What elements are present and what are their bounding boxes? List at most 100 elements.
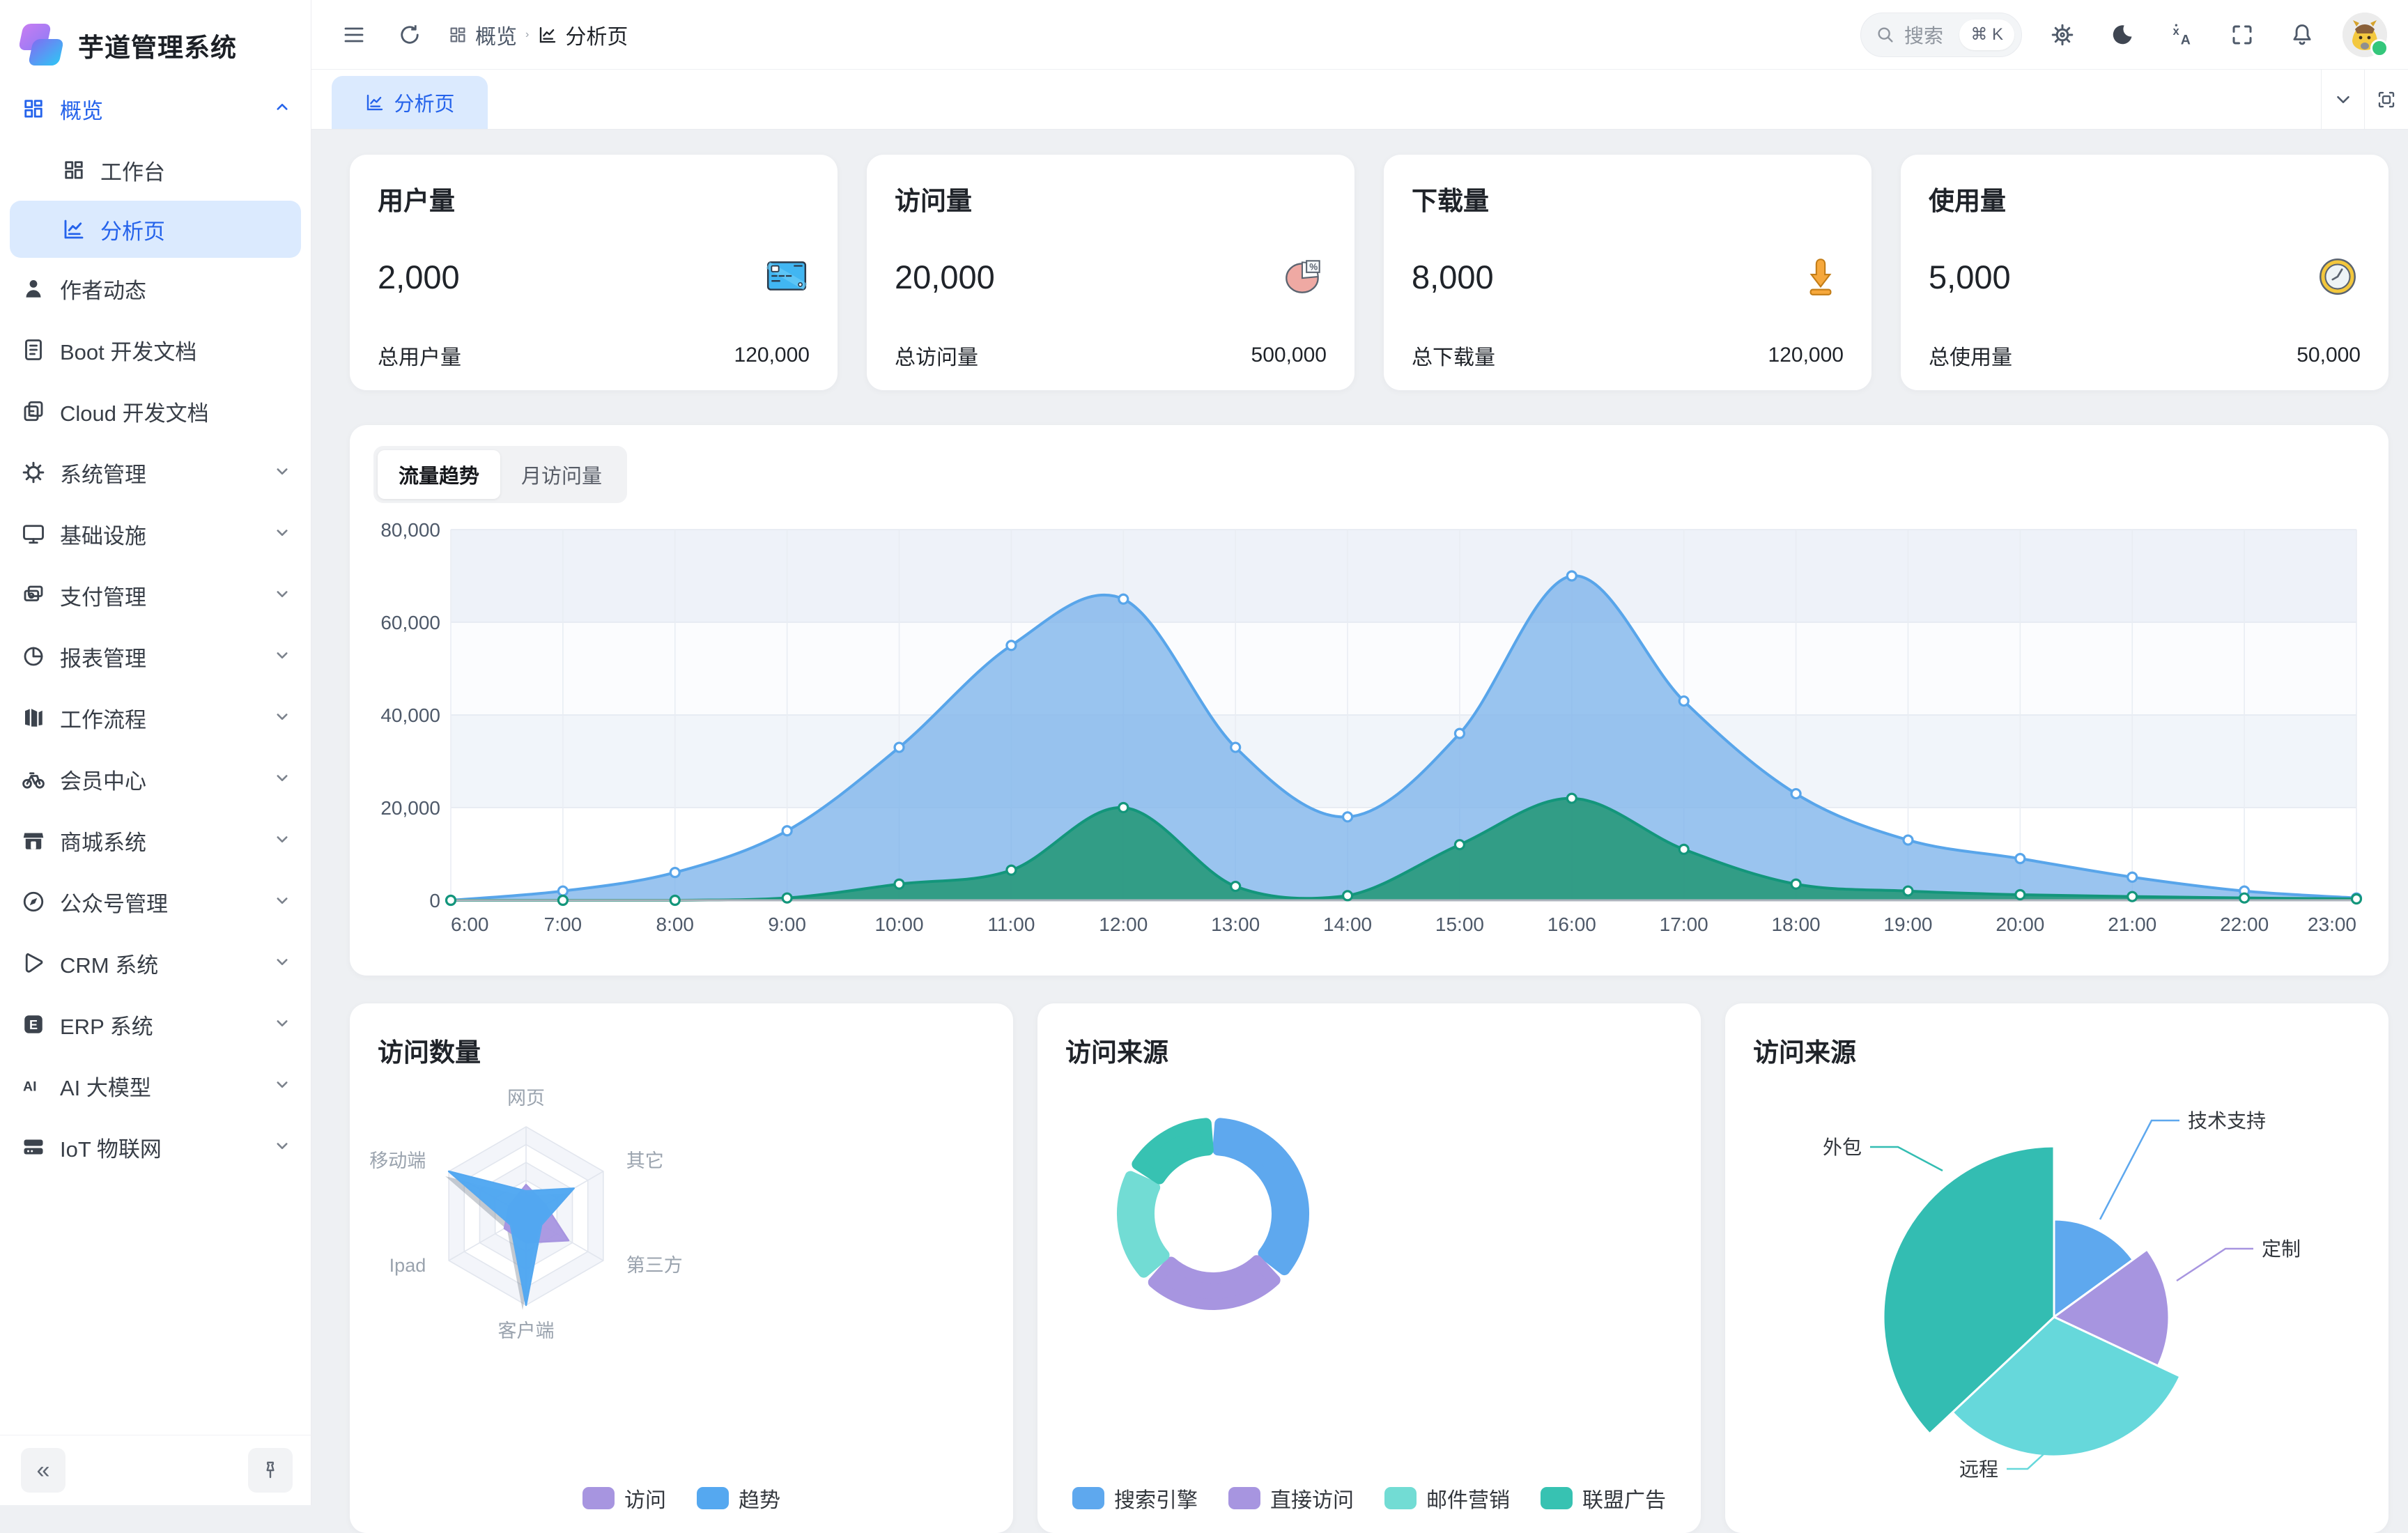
sidebar-item-12[interactable]: CRM 系统 — [0, 932, 311, 994]
chevdown-icon — [277, 897, 288, 904]
sidebar-item-label: 商城系统 — [60, 830, 146, 855]
breadcrumb-separator: › — [525, 28, 530, 40]
svg-text:8:00: 8:00 — [656, 914, 695, 935]
card-title: 访问来源 — [1753, 1038, 1856, 1067]
menu-toggle-button[interactable] — [334, 15, 373, 54]
sidebar-item-4[interactable]: 系统管理 — [0, 442, 311, 503]
fullscreen-icon — [2232, 25, 2252, 44]
tab-analysis[interactable]: 分析页 — [332, 76, 488, 129]
chevup-icon — [277, 103, 288, 110]
chevdown-icon — [277, 958, 288, 965]
breadcrumb-item-analysis[interactable]: 分析页 — [537, 20, 628, 50]
sidebar-item-label: 会员中心 — [60, 769, 146, 794]
sidebar-item-5[interactable]: 基础设施 — [0, 503, 311, 564]
stat-card-3: 使用量 5,000 总使用量 50,000 — [1901, 155, 2388, 390]
sidebar-item-label: AI 大模型 — [60, 1075, 151, 1100]
sidebar-collapse-button[interactable]: « — [21, 1448, 65, 1493]
legend-chip — [1384, 1487, 1417, 1509]
sidebar-item-13[interactable]: E ERP 系统 — [0, 994, 311, 1055]
online-status-dot — [2370, 38, 2388, 57]
sidebar-item-label: CRM 系统 — [60, 953, 159, 978]
sidebar-item-8[interactable]: 工作流程 — [0, 687, 311, 748]
svg-text:0: 0 — [429, 890, 440, 911]
refresh-icon — [401, 24, 419, 44]
stat-card-2: 下载量 8,000 总下载量 120,000 — [1384, 155, 1871, 390]
visit-source-donut-chart[interactable] — [1037, 1003, 1701, 1484]
settings-button[interactable] — [2043, 15, 2082, 54]
svg-text:%: % — [1309, 262, 1318, 272]
hamburger-icon — [344, 27, 364, 42]
legend-item-直接访问[interactable]: 直接访问 — [1228, 1483, 1354, 1513]
svg-text:18:00: 18:00 — [1772, 914, 1821, 935]
monitor-icon — [23, 525, 44, 544]
legend-item-访问[interactable]: 访问 — [582, 1483, 666, 1513]
translate-icon: xA — [2173, 24, 2191, 47]
legend-item-邮件营销[interactable]: 邮件营销 — [1384, 1483, 1510, 1513]
chevdown-icon — [277, 652, 288, 658]
breadcrumb: 概览 › 分析页 — [447, 20, 628, 50]
svg-text:21:00: 21:00 — [2108, 914, 2156, 935]
app-logo-row[interactable]: 芋道管理系统 — [0, 0, 311, 91]
sidebar-item-14[interactable]: AI AI 大模型 — [0, 1055, 311, 1116]
sidebar-pin-button[interactable] — [248, 1448, 293, 1493]
content-maximize-button[interactable] — [2364, 70, 2408, 129]
stat-cards-row: 用户量 2,000 总用户量 120,000 访问量 20,000 % 总访问量… — [350, 155, 2388, 390]
sidebar-item-15[interactable]: IoT 物联网 — [0, 1116, 311, 1178]
sidebar-subitem-分析页[interactable]: 分析页 — [10, 201, 301, 258]
chevdown-icon — [277, 1142, 288, 1149]
stat-title: 用户量 — [378, 187, 455, 215]
stat-title: 访问量 — [895, 187, 972, 215]
pin-icon — [266, 1461, 275, 1479]
tab-traffic-trend[interactable]: 流量趋势 — [378, 450, 501, 499]
svg-text:AI: AI — [23, 1079, 37, 1095]
pie-icon — [24, 647, 43, 666]
legend-item-趋势[interactable]: 趋势 — [697, 1483, 780, 1513]
traffic-trend-area-chart[interactable]: 0 20,000 40,000 60,000 80,000 6:00 7:00 8:00 9:0… — [371, 516, 2388, 955]
sidebar-item-6[interactable]: 支付管理 — [0, 564, 311, 626]
svg-text:40,000: 40,000 — [380, 704, 440, 726]
legend-item-联盟广告[interactable]: 联盟广告 — [1541, 1483, 1666, 1513]
chevdown-icon — [277, 774, 288, 781]
sidebar-item-label: Cloud 开发文档 — [60, 401, 209, 426]
svg-text:Ipad: Ipad — [389, 1255, 426, 1276]
legend-item-搜索引擎[interactable]: 搜索引擎 — [1072, 1483, 1198, 1513]
notifications-button[interactable] — [2283, 15, 2322, 54]
stat-value: 8,000 — [1412, 258, 1494, 295]
sidebar-item-0[interactable]: 概览 — [0, 78, 311, 139]
tab-list-dropdown-button[interactable] — [2321, 70, 2365, 129]
svg-text:技术支持: 技术支持 — [2188, 1110, 2266, 1132]
sidebar-item-2[interactable]: Boot 开发文档 — [0, 319, 311, 380]
sidebar-item-10[interactable]: 商城系统 — [0, 810, 311, 871]
stat-total-value: 50,000 — [2297, 344, 2361, 367]
svg-text:A: A — [2181, 32, 2191, 47]
user-avatar[interactable] — [2343, 12, 2388, 57]
sidebar-item-7[interactable]: 报表管理 — [0, 626, 311, 687]
chart-icon — [64, 219, 84, 239]
sidebar-item-11[interactable]: 公众号管理 — [0, 871, 311, 932]
flow-icon — [25, 709, 43, 727]
refresh-button[interactable] — [390, 15, 429, 54]
sidebar-item-3[interactable]: Cloud 开发文档 — [0, 380, 311, 442]
grid-icon — [65, 161, 83, 179]
sidebar-subitem-工作台[interactable]: 工作台 — [0, 139, 311, 201]
sidebar-item-9[interactable]: 会员中心 — [0, 748, 311, 810]
download-icon — [1809, 259, 1832, 295]
tab-monthly-visits[interactable]: 月访问量 — [521, 465, 603, 488]
chevdown-icon — [277, 590, 288, 597]
search-input[interactable]: 搜索 ⌘ K — [1860, 12, 2022, 57]
stat-total-label: 总使用量 — [1929, 346, 2012, 369]
main-content: 用户量 2,000 总用户量 120,000 访问量 20,000 % 总访问量… — [311, 130, 2408, 1533]
sidebar-item-label: 系统管理 — [60, 462, 146, 487]
breadcrumb-item-overview[interactable]: 概览 — [447, 20, 517, 50]
bottom-cards-row: 访问数量 网页 其它 第三方 客户端 Ipad 移动端 访问 趋势 访问来源 搜索引擎 直接访… — [350, 1003, 2388, 1533]
fullscreen-button[interactable] — [2223, 15, 2262, 54]
bell-icon — [2293, 24, 2311, 45]
gear-icon — [22, 461, 45, 484]
chevdown-icon — [277, 1019, 288, 1026]
chevron-down-icon — [2337, 95, 2349, 103]
dark-mode-button[interactable] — [2103, 15, 2142, 54]
sidebar-item-1[interactable]: 作者动态 — [0, 258, 311, 319]
